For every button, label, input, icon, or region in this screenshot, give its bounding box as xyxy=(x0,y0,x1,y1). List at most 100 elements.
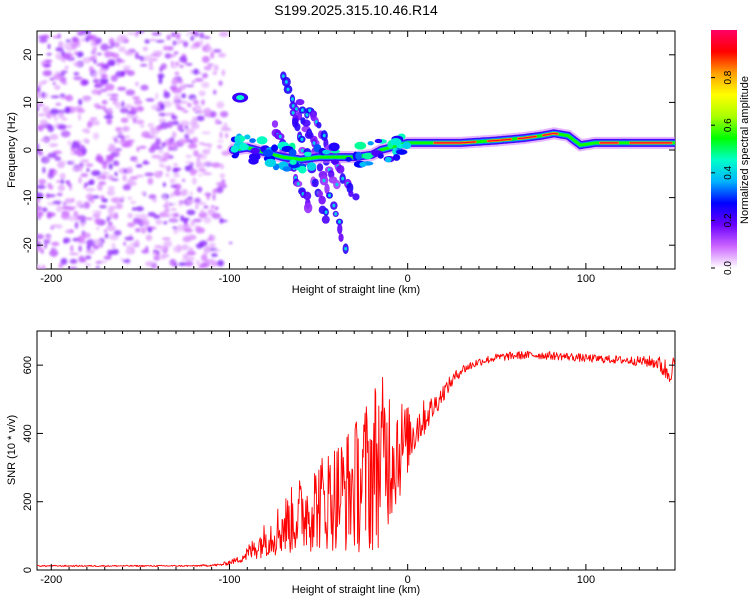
noise-blob xyxy=(64,65,69,70)
noise-blob xyxy=(74,221,79,229)
figure-title: S199.2025.315.10.46.R14 xyxy=(274,2,438,18)
noise-blob xyxy=(173,228,179,235)
noise-blob xyxy=(213,89,217,95)
noise-blob xyxy=(96,184,103,191)
noise-blob xyxy=(103,114,114,120)
y-tick-label: 0 xyxy=(22,567,34,573)
noise-blob xyxy=(189,168,197,176)
noise-blob xyxy=(41,207,48,212)
noise-blob xyxy=(136,119,145,125)
noise-blob xyxy=(148,194,157,200)
noise-blob xyxy=(181,246,188,251)
ridge-bubble xyxy=(359,161,367,168)
colorbar: 0.0 0.2 0.4 0.6 0.8 Normalized spectral ampl… xyxy=(711,30,750,275)
noise-blob xyxy=(106,93,112,97)
noise-blob xyxy=(135,81,139,87)
noise-blob xyxy=(40,249,44,254)
noise-blob xyxy=(216,101,225,109)
noise-blob xyxy=(203,66,212,71)
noise-blob xyxy=(195,243,204,249)
noise-blob xyxy=(184,133,190,140)
noise-blob xyxy=(172,226,178,230)
noise-blob xyxy=(214,118,220,125)
ridge-bubble xyxy=(402,141,412,150)
noise-blob xyxy=(193,150,199,157)
noise-blob xyxy=(37,197,41,205)
noise-blob xyxy=(186,250,196,256)
noise-blob xyxy=(135,227,141,233)
ridge-bubble xyxy=(390,138,402,146)
noise-blob xyxy=(43,64,52,67)
noise-blob xyxy=(143,135,154,139)
noise-blob xyxy=(138,213,148,222)
noise-blob xyxy=(47,152,58,159)
streak-core xyxy=(291,110,295,115)
noise-blob xyxy=(94,82,104,88)
ridge-bubble xyxy=(248,157,259,165)
noise-blob xyxy=(81,232,91,239)
noise-blob xyxy=(82,56,92,64)
noise-blob xyxy=(78,255,85,263)
noise-blob xyxy=(131,207,137,211)
noise-blob xyxy=(212,188,218,194)
noise-blob xyxy=(38,38,48,43)
noise-blob xyxy=(45,193,56,198)
noise-blob xyxy=(77,164,83,172)
x-tick-label: 100 xyxy=(577,273,595,285)
noise-blob xyxy=(126,178,134,185)
ridge-bubble xyxy=(367,141,374,146)
noise-blob xyxy=(137,106,144,112)
noise-blob xyxy=(174,71,180,76)
noise-blob xyxy=(169,178,176,184)
noise-blob xyxy=(96,240,103,248)
noise-blob xyxy=(98,68,107,76)
noise-blob xyxy=(147,212,157,217)
noise-blob xyxy=(217,140,224,143)
noise-blob xyxy=(124,50,134,56)
noise-blob xyxy=(171,79,178,87)
noise-blob xyxy=(121,100,125,108)
noise-blob xyxy=(195,227,205,234)
noise-blob xyxy=(73,61,82,67)
noise-blob xyxy=(92,79,99,83)
ridge-bubble xyxy=(306,162,317,171)
streak-blob xyxy=(352,193,360,201)
noise-blob xyxy=(52,200,62,205)
noise-blob xyxy=(170,60,174,67)
noise-blob xyxy=(201,99,205,106)
noise-blob xyxy=(106,189,116,196)
noise-blob xyxy=(67,215,78,222)
noise-blob xyxy=(194,197,201,204)
noise-blob xyxy=(86,167,90,172)
noise-blob xyxy=(37,263,41,269)
noise-blob xyxy=(107,59,116,66)
noise-blob xyxy=(218,80,223,86)
noise-region xyxy=(37,31,236,269)
noise-blob xyxy=(170,32,177,38)
noise-blob xyxy=(51,250,58,256)
noise-blob xyxy=(85,163,94,168)
noise-blob xyxy=(82,138,90,143)
noise-blob xyxy=(56,224,63,229)
noise-blob xyxy=(115,126,122,132)
noise-blob xyxy=(200,209,205,214)
x-tick-label: 100 xyxy=(577,574,595,586)
noise-blob xyxy=(48,168,55,174)
noise-blob xyxy=(122,65,131,70)
ridge-bubble xyxy=(354,141,367,150)
noise-blob xyxy=(207,258,216,263)
noise-blob xyxy=(46,111,52,119)
noise-blob xyxy=(162,221,168,225)
noise-blob xyxy=(123,241,127,246)
noise-blob xyxy=(55,46,64,52)
ridge-bubble xyxy=(384,156,392,163)
streak-core xyxy=(335,182,339,187)
noise-blob xyxy=(151,58,158,62)
ridge-bubble xyxy=(362,152,373,160)
snr-content xyxy=(37,350,675,568)
noise-blob xyxy=(211,253,218,258)
noise-blob xyxy=(74,51,78,56)
noise-blob xyxy=(155,220,163,225)
ridge-bubble xyxy=(303,151,312,157)
noise-blob xyxy=(51,241,60,247)
